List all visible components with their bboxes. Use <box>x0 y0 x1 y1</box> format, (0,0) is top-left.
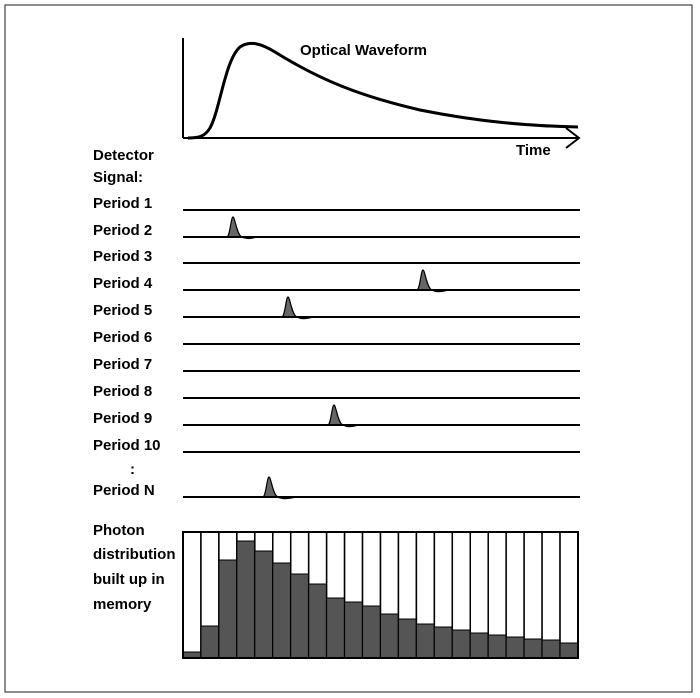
bin-fill <box>380 613 399 659</box>
memory-label: built up in <box>93 571 165 588</box>
bin <box>541 531 561 659</box>
bin-fill <box>362 605 381 659</box>
bin-fill <box>433 626 453 659</box>
bin-fill <box>326 597 346 659</box>
memory-label: memory <box>93 596 152 613</box>
pulse <box>327 404 344 426</box>
period-label: Period 9 <box>93 410 152 427</box>
waveform-curve <box>187 41 579 140</box>
ellipsis: : <box>130 461 135 478</box>
x-axis-label: Time <box>516 142 551 159</box>
pulse <box>226 216 243 238</box>
bin-fill <box>415 623 435 659</box>
bin-fill <box>505 636 525 659</box>
axis-arrow <box>565 127 581 149</box>
period-label: Period 6 <box>93 329 152 346</box>
waveform-title: Optical Waveform <box>300 42 427 59</box>
bin-fill <box>487 634 507 659</box>
period-label: Period 4 <box>93 275 153 292</box>
bin-fill <box>559 642 579 659</box>
bin <box>559 531 579 659</box>
bin-fill <box>218 559 238 659</box>
bin <box>182 531 202 659</box>
period-label: Period 7 <box>93 356 152 373</box>
bin-fill <box>272 562 292 659</box>
pulse <box>281 296 298 318</box>
bin-fill <box>541 639 561 659</box>
detector-label: Detector <box>93 147 154 164</box>
bin-fill <box>290 573 310 659</box>
pulse <box>262 476 279 498</box>
bin-fill <box>451 629 471 659</box>
pulse <box>416 269 433 291</box>
bin-fill <box>200 625 220 659</box>
histogram <box>182 531 579 659</box>
detector-label: Signal: <box>93 169 143 186</box>
memory-label: distribution <box>93 546 176 563</box>
period-label: Period 1 <box>93 195 152 212</box>
period-label: Period 2 <box>93 222 152 239</box>
period-label: Period 3 <box>93 248 152 265</box>
histogram-outline <box>182 531 579 659</box>
bin-fill <box>236 540 256 659</box>
bin-fill <box>254 550 274 659</box>
period-label: Period N <box>93 482 155 499</box>
bin-fill <box>469 632 489 659</box>
bin-fill <box>308 583 328 659</box>
period-label: Period 10 <box>93 437 161 454</box>
memory-label: Photon <box>93 522 145 539</box>
bin-fill <box>397 618 417 659</box>
period-label: Period 5 <box>93 302 152 319</box>
bin-fill <box>344 601 364 659</box>
bin-fill <box>523 638 543 659</box>
period-label: Period 8 <box>93 383 152 400</box>
